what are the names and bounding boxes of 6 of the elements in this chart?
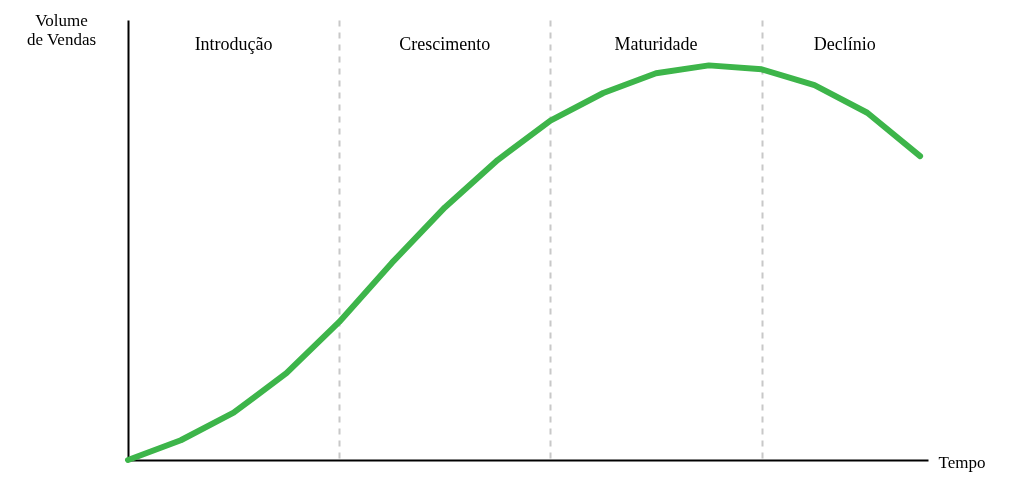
text: Crescimento <box>399 34 491 54</box>
x-axis-title: Tempo <box>938 452 986 472</box>
y-axis-title: Volume de Vendas <box>26 10 97 49</box>
text: Maturidade <box>614 34 698 54</box>
text: Introdução <box>194 34 273 54</box>
text: Declínio <box>813 34 876 54</box>
